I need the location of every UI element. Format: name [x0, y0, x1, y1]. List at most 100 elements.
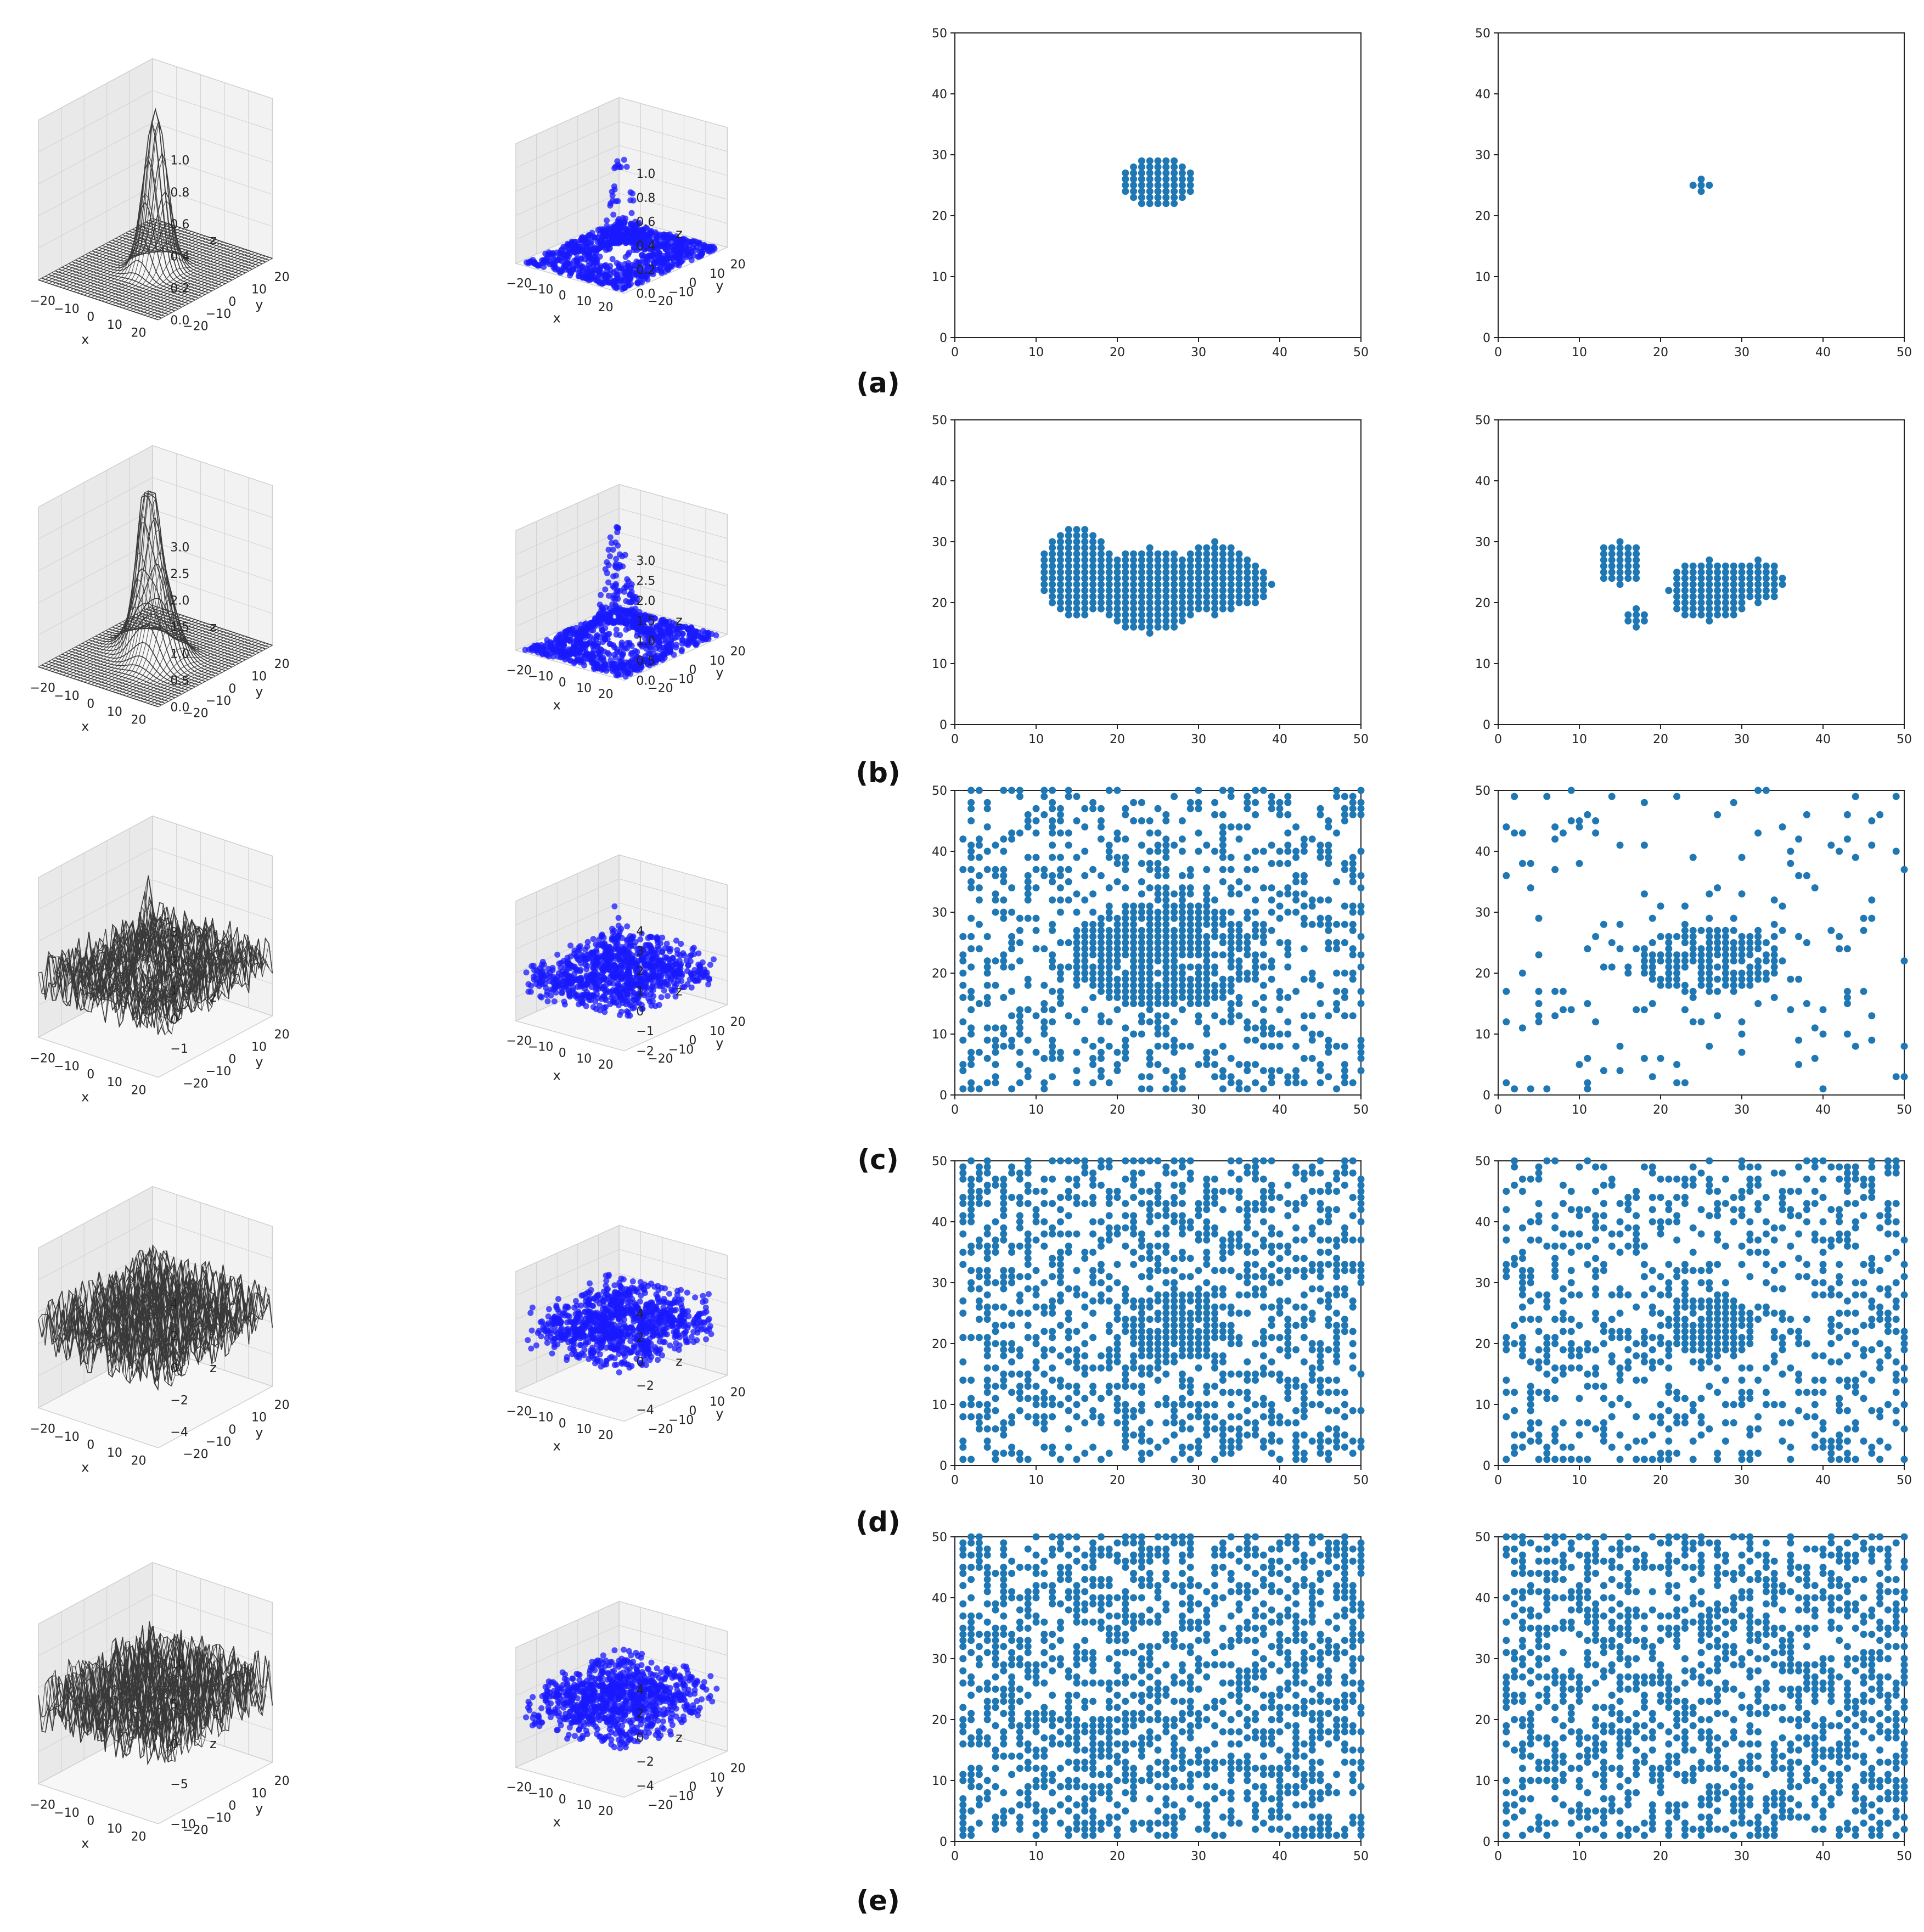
map-point — [1235, 550, 1243, 558]
scatter3d-point — [658, 655, 665, 662]
map-point — [1081, 611, 1089, 619]
map-point — [1122, 981, 1129, 989]
map-point — [1154, 896, 1162, 904]
scatter3d-point — [623, 937, 630, 944]
map-point — [1016, 1012, 1023, 1020]
map-point — [1697, 188, 1705, 195]
map-point — [1073, 587, 1081, 594]
map-point — [1268, 908, 1275, 916]
map-point — [1706, 182, 1713, 189]
map-point — [1673, 975, 1681, 983]
map-point — [1268, 793, 1275, 800]
map-point — [1219, 987, 1227, 995]
scatter3d-point — [615, 276, 622, 282]
map-point — [1300, 920, 1308, 928]
scatter3d-point — [612, 666, 618, 673]
map-point — [1608, 569, 1616, 576]
map-point — [1308, 920, 1316, 928]
y-tick-label: −20 — [183, 707, 208, 721]
map-point — [1073, 593, 1081, 600]
scatter3d-point — [551, 998, 558, 1005]
y-tick-label: 0 — [689, 277, 696, 290]
map-point — [1162, 853, 1170, 861]
map-point — [1706, 617, 1713, 625]
x-tick-label: 50 — [1897, 733, 1912, 746]
scatter3d-point — [679, 640, 685, 647]
map-point — [1633, 550, 1640, 558]
map-point — [1138, 969, 1145, 977]
map-point — [1008, 945, 1016, 953]
map-point — [1633, 605, 1640, 613]
map-point — [1714, 581, 1722, 588]
map-point — [1227, 945, 1235, 953]
map-point — [1178, 969, 1186, 977]
map-point — [1706, 569, 1713, 576]
map-point — [1105, 1042, 1113, 1050]
map-point — [1178, 872, 1186, 879]
map-point — [1211, 981, 1219, 989]
map-point — [1527, 860, 1534, 867]
y-tick-label: 0 — [228, 1053, 236, 1066]
map-point — [1146, 902, 1154, 910]
map-point — [1244, 569, 1251, 576]
x-tick-label: 30 — [1734, 346, 1749, 360]
map-point — [1154, 841, 1162, 849]
map-point — [1113, 605, 1121, 613]
scatter3d-point — [583, 981, 590, 987]
map-point — [1219, 599, 1227, 606]
map-point — [1113, 926, 1121, 934]
map-point — [1056, 544, 1064, 552]
map-point — [1673, 951, 1681, 959]
map-point — [1235, 569, 1243, 576]
x-tick-label: −20 — [30, 294, 55, 308]
map-point — [983, 823, 991, 831]
map-point — [1073, 963, 1081, 971]
map-point — [1754, 556, 1762, 564]
map-point — [1244, 945, 1251, 953]
map-point — [1097, 1054, 1105, 1062]
map-point — [1162, 569, 1170, 576]
map-point — [1154, 194, 1162, 201]
map-point — [1738, 581, 1746, 588]
map-point — [1681, 933, 1689, 940]
map-point — [1081, 544, 1089, 552]
map-point — [1040, 1030, 1048, 1038]
map-point — [1105, 884, 1113, 892]
x-tick-label: 20 — [1653, 733, 1668, 746]
map-point — [1073, 793, 1081, 800]
map-point — [1130, 933, 1138, 940]
scatter3d-point — [606, 641, 613, 647]
map-point — [1722, 562, 1729, 570]
map-point — [1008, 933, 1016, 940]
y-tick-label: 40 — [932, 88, 947, 102]
map-point — [1211, 987, 1219, 995]
map-point — [1130, 556, 1138, 564]
map-point — [1341, 969, 1348, 977]
map-point — [1681, 963, 1689, 971]
scatter3d-point — [577, 968, 583, 975]
map-point — [1130, 975, 1138, 983]
map-point — [1186, 575, 1194, 582]
map-point — [1105, 556, 1113, 564]
map-point — [1689, 957, 1697, 965]
y-tick-label: 10 — [932, 1028, 947, 1042]
map-point — [1049, 1073, 1056, 1081]
scatter3d-point — [523, 969, 530, 976]
map-point — [1722, 569, 1729, 576]
map-point — [1186, 175, 1194, 183]
map-point — [983, 1036, 991, 1044]
y-tick-label: −20 — [183, 1077, 208, 1091]
map-point — [1518, 829, 1526, 837]
map-point — [1227, 544, 1235, 552]
z-tick-label: 0.6 — [170, 218, 189, 232]
map-point — [1065, 569, 1072, 576]
map-point — [1317, 1000, 1324, 1007]
map-point — [1584, 1054, 1591, 1062]
map-point — [1162, 1042, 1170, 1050]
map-point — [1146, 630, 1154, 637]
map-point — [1105, 841, 1113, 849]
map-point — [1235, 920, 1243, 928]
map-point — [1268, 1030, 1275, 1038]
y-tick-label: 10 — [251, 670, 267, 683]
map-point — [1122, 926, 1129, 934]
